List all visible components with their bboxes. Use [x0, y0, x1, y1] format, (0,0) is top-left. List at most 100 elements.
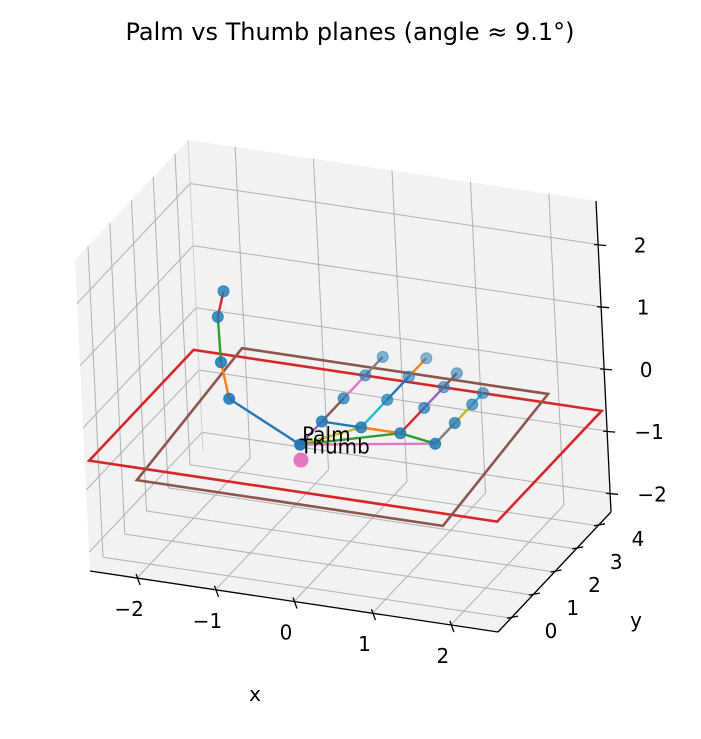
y-tick-label-3: 3: [610, 550, 623, 574]
x-tick-4: [449, 620, 455, 633]
y-tick-label-1: 1: [566, 596, 579, 620]
y-gridline-floor-4: [189, 464, 599, 527]
y-tick-1: [528, 592, 540, 596]
y-gridline-floor-3: [168, 487, 577, 550]
z-tick-label-4: 2: [634, 234, 647, 258]
y-gridline-left-1: [109, 223, 126, 535]
y-tick-2: [550, 569, 562, 573]
joint-point-17: [429, 437, 442, 450]
annotation-palm: Palm: [302, 423, 350, 447]
x-axis-label: x: [249, 682, 261, 706]
z-tick-0: [606, 492, 619, 495]
joint-point-14: [418, 401, 431, 414]
joint-point-2: [215, 356, 227, 369]
z-axis-line: [595, 200, 612, 513]
z-tick-4: [594, 243, 607, 247]
joint-point-13: [394, 427, 407, 440]
joint-point-4: [217, 285, 230, 298]
x-tick-label-3: 1: [358, 632, 371, 656]
bone-20: [321, 420, 362, 429]
palm-plane: [86, 348, 605, 523]
y-axis-label: y: [630, 608, 642, 632]
z-gridline-back-0: [202, 431, 611, 494]
axis-lines: [89, 139, 619, 633]
gridlines: [76, 146, 611, 626]
joint-point-7: [359, 369, 372, 382]
z-tick-2: [600, 368, 613, 371]
y-tick-0: [506, 615, 519, 619]
bone-2: [216, 316, 223, 363]
x-tick-0: [135, 573, 141, 586]
bone-22: [399, 432, 436, 445]
y-axis-line: [497, 511, 612, 633]
x-gridline-back-0: [234, 146, 251, 459]
y-gridline-left-2: [131, 199, 147, 512]
annotation-thumb: Thumb: [299, 435, 370, 459]
z-tick-3: [597, 306, 610, 309]
z-gridline-back-1: [199, 369, 608, 432]
points: [211, 285, 489, 468]
z-gridline-back-4: [190, 183, 599, 245]
bone-8: [299, 426, 362, 446]
joint-point-0: [294, 438, 307, 451]
joint-point-12: [420, 352, 433, 365]
joint-point-20: [477, 387, 489, 399]
y-gridline-floor-0: [102, 556, 512, 619]
y-tick-label-4: 4: [632, 527, 645, 551]
x-tick-label-4: 2: [437, 644, 450, 668]
z-gridline-left-3: [79, 245, 194, 367]
y-tick-3: [572, 546, 584, 550]
joint-point-3: [211, 310, 224, 323]
x-gridline-back-3: [470, 182, 486, 494]
joint-point-10: [381, 393, 394, 406]
bone-1: [219, 362, 231, 400]
y-gridline-floor-2: [146, 510, 555, 573]
x-tick-label-2: 0: [280, 621, 293, 645]
z-tick-label-3: 1: [637, 296, 650, 320]
joint-point-1: [223, 392, 236, 405]
joint-point-19: [466, 398, 479, 411]
x-tick-3: [370, 608, 377, 621]
y-tick-label-2: 2: [588, 573, 601, 597]
z-gridline-left-1: [85, 369, 200, 491]
joint-point-6: [337, 392, 350, 405]
bone-12: [299, 432, 401, 446]
y-gridline-left-3: [152, 176, 169, 488]
joint-point-15: [437, 381, 450, 394]
joint-point-5: [315, 415, 328, 428]
y-tick-4: [593, 523, 606, 527]
y-gridline-left-0: [87, 246, 104, 558]
bone-9: [360, 398, 389, 429]
x-tick-1: [213, 585, 220, 598]
special-point: [293, 452, 309, 468]
z-tick-label-0: −2: [637, 482, 666, 506]
z-gridline-back-3: [193, 245, 602, 308]
z-tick-1: [603, 430, 616, 433]
y-gridline-floor-1: [124, 533, 533, 596]
x-tick-2: [292, 597, 298, 609]
bone-0: [228, 397, 301, 446]
x-tick-label-1: −1: [193, 609, 222, 633]
planes: [86, 346, 605, 528]
y-gridline-left-4: [174, 153, 191, 465]
z-tick-label-1: −1: [634, 420, 663, 444]
joint-point-11: [402, 370, 415, 383]
z-gridline-left-4: [76, 183, 191, 304]
y-tick-label-0: 0: [545, 619, 558, 643]
z-gridline-back-2: [196, 307, 605, 370]
joint-point-9: [355, 421, 368, 434]
z-gridline-left-0: [88, 431, 203, 553]
z-gridline-left-2: [82, 307, 197, 429]
joint-point-8: [376, 350, 389, 363]
bone-16: [300, 442, 436, 446]
z-tick-label-2: 0: [640, 358, 653, 382]
chart-title: Palm vs Thumb planes (angle ≈ 9.1°): [125, 18, 574, 46]
bone-21: [360, 426, 401, 435]
joint-point-18: [448, 417, 461, 429]
x-tick-label-0: −2: [114, 597, 143, 621]
joint-point-16: [450, 367, 463, 380]
thumb-plane: [134, 346, 551, 528]
